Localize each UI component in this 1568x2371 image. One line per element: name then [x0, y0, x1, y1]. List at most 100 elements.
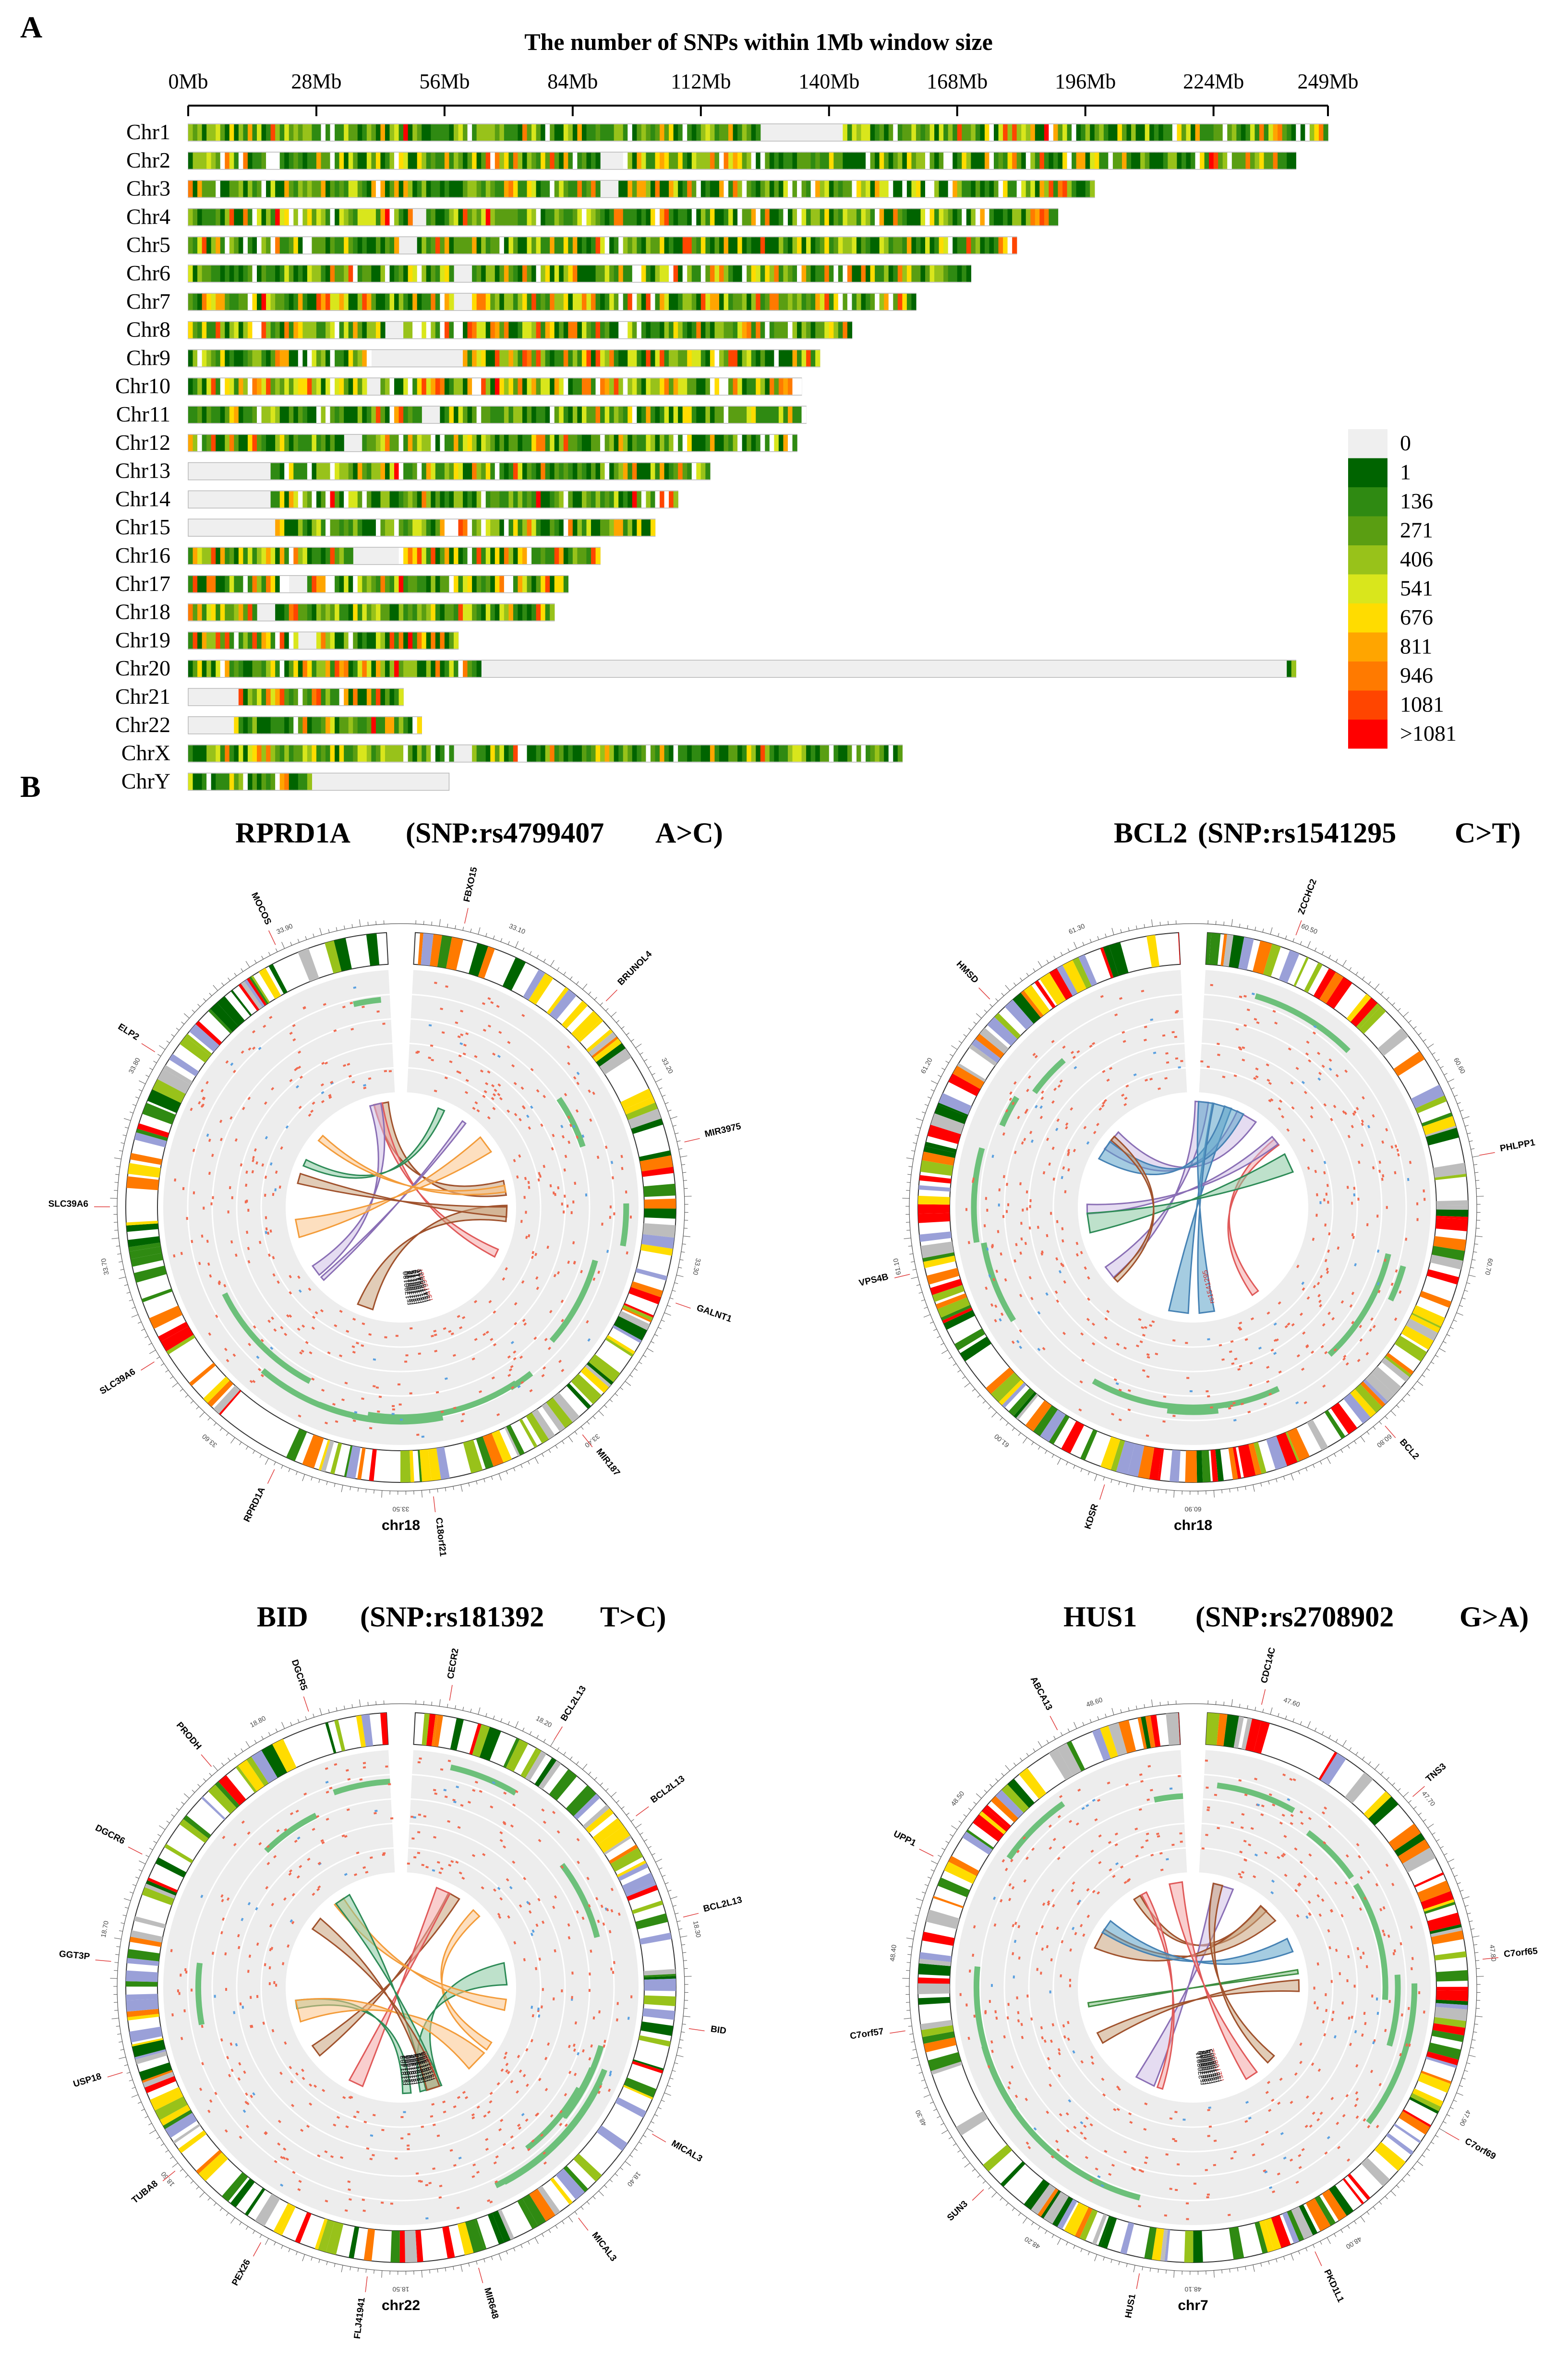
scale-circle	[909, 923, 1477, 1492]
density-bin	[586, 350, 591, 367]
density-bin	[673, 322, 678, 338]
density-bin	[710, 434, 715, 451]
scale-tick	[576, 1761, 579, 1765]
snp-mark	[1014, 1151, 1017, 1154]
snp-mark	[1028, 1226, 1031, 1230]
scale-tick	[500, 938, 503, 942]
snp-mark	[418, 1352, 421, 1355]
gene-segment	[217, 996, 245, 1026]
density-bin	[453, 124, 459, 141]
density-bin	[431, 745, 436, 762]
snp-mark	[309, 1351, 313, 1355]
scale-tick	[654, 2114, 658, 2117]
density-bin	[737, 378, 743, 395]
chromosome-track	[188, 660, 1297, 678]
density-bin	[550, 322, 555, 338]
snp-mark	[192, 1148, 195, 1152]
density-bin	[422, 293, 427, 310]
density-bin	[289, 350, 294, 367]
snp-mark	[613, 1212, 615, 1216]
gene-segment	[546, 987, 569, 1015]
density-bin	[362, 378, 367, 395]
density-bin	[220, 434, 225, 451]
gene-segment	[366, 933, 380, 966]
gene-segment	[610, 1848, 643, 1872]
density-bin	[747, 293, 752, 310]
density-bin	[600, 124, 605, 141]
density-bin	[495, 407, 500, 423]
snp-mark	[457, 1315, 460, 1318]
density-bin	[687, 350, 692, 367]
density-bin	[357, 689, 362, 705]
density-bin	[403, 265, 409, 282]
density-bin	[550, 463, 555, 480]
density-bin	[604, 407, 610, 423]
gene-segment	[930, 1113, 965, 1134]
density-bin	[586, 519, 591, 536]
density-bin	[389, 604, 395, 621]
snp-mark	[1019, 1251, 1022, 1255]
panel-a-letter: A	[20, 10, 42, 44]
density-bin	[344, 661, 349, 677]
density-bin	[522, 548, 528, 564]
scale-tick	[1307, 941, 1311, 948]
snp-mark	[1351, 1233, 1354, 1237]
density-bin	[1012, 124, 1017, 141]
snp-mark	[335, 1420, 338, 1423]
position-label: 60.60	[1452, 1056, 1467, 1075]
density-bin	[998, 124, 1003, 141]
scale-tick	[328, 1709, 330, 1713]
gene-segment	[1049, 1414, 1070, 1444]
snp-mark	[1327, 1201, 1329, 1204]
snp-mark	[625, 1190, 627, 1194]
density-bin	[866, 124, 871, 141]
snp-mark	[375, 1386, 379, 1389]
density-bin	[536, 463, 541, 480]
snp-mark	[998, 1204, 1000, 1207]
density-bin	[261, 350, 266, 367]
density-bin	[298, 548, 303, 564]
density-bin	[756, 745, 761, 762]
density-bin	[339, 689, 344, 705]
density-bin	[412, 632, 418, 649]
density-bin	[545, 548, 550, 564]
density-bin	[787, 350, 793, 367]
density-bin	[1145, 124, 1150, 141]
density-bin	[655, 293, 660, 310]
density-bin	[458, 181, 463, 197]
density-bin	[449, 576, 454, 592]
gene-segment	[1228, 1447, 1238, 1480]
scale-tick	[137, 1322, 142, 1324]
density-bin	[243, 124, 248, 141]
snp-mark	[1115, 1382, 1119, 1385]
density-bin	[279, 717, 285, 734]
scale-tick	[261, 1736, 264, 1740]
snp-mark	[1180, 1060, 1183, 1062]
density-bin	[929, 265, 935, 282]
density-bin	[426, 265, 431, 282]
gene-segment	[631, 1900, 663, 1914]
density-bin	[820, 265, 825, 282]
density-bin	[435, 576, 440, 592]
density-bin	[682, 293, 688, 310]
scale-tick	[676, 2055, 684, 2058]
gene-pointer	[267, 1469, 275, 1484]
snp-mark	[552, 1133, 555, 1137]
scale-tick	[288, 1468, 290, 1472]
gene-segment	[623, 1305, 653, 1321]
density-bin	[774, 407, 779, 423]
snp-mark	[487, 1116, 491, 1119]
snp-mark	[459, 1042, 463, 1046]
density-bin	[449, 661, 454, 677]
density-bin	[1149, 152, 1155, 169]
density-bin	[234, 604, 239, 621]
snp-mark	[1037, 1311, 1041, 1315]
density-bin	[225, 124, 230, 141]
density-bin	[774, 265, 779, 282]
density-bin	[678, 265, 683, 282]
density-bin	[193, 209, 198, 226]
density-bin	[700, 293, 706, 310]
density-bin	[604, 745, 610, 762]
density-bin	[595, 237, 601, 254]
snp-mark	[1025, 1190, 1028, 1194]
